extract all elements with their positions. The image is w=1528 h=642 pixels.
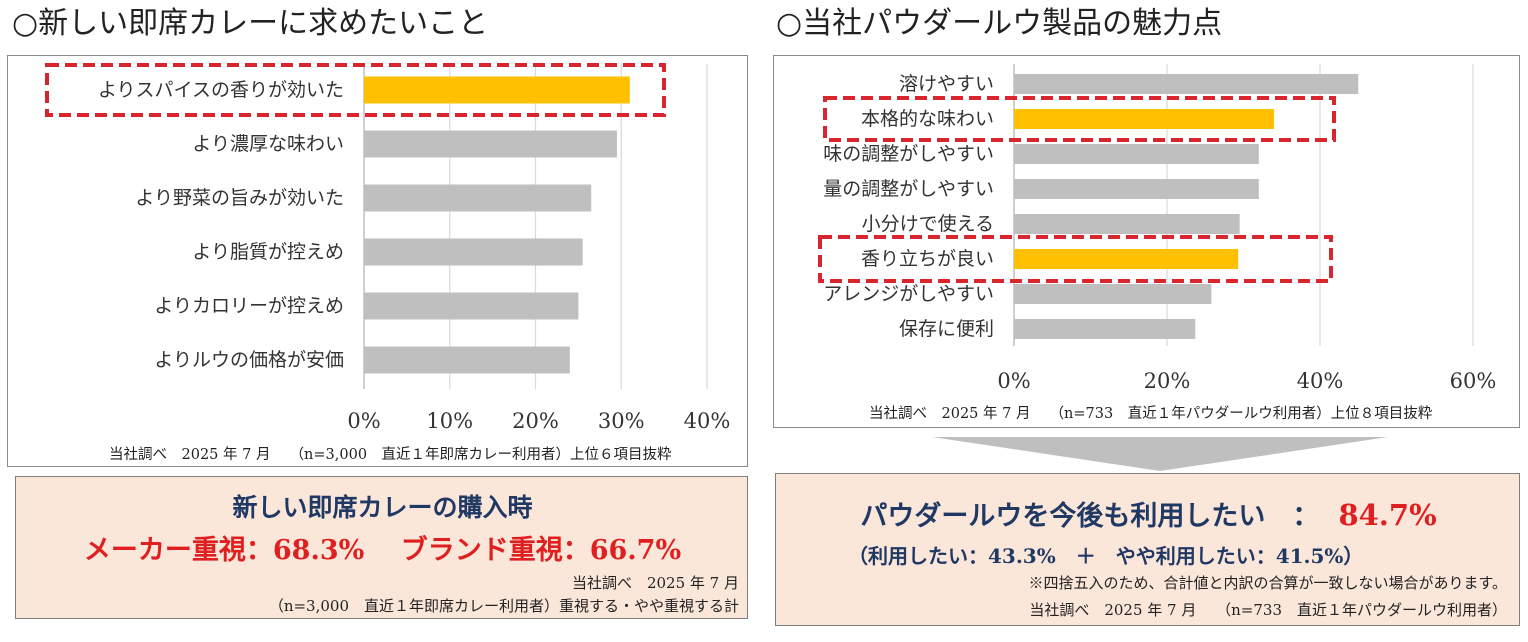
right-chart-tick-label: 60% <box>1450 369 1497 393</box>
left-chart-category-label: より脂質が控えめ <box>192 241 344 263</box>
right-chart-category-label: アレンジがしやすい <box>823 283 994 305</box>
left-chart-tick-label: 30% <box>598 409 645 433</box>
right-chart-bar <box>1014 179 1259 199</box>
right-chart-source: 当社調べ 2025 年 7 月 （n=733 直近１年パウダールウ利用者）上位８… <box>869 406 1433 422</box>
right-chart-bar <box>1014 144 1259 164</box>
right-summary-heading-row: パウダールウを今後も利用したい ： 84.7% <box>776 494 1521 533</box>
right-summary-note: ※四捨五入のため、合計値と内訳の合算が一致しない場合があります。 <box>1028 574 1507 592</box>
left-chart-category-label: よりスパイスの香りが効いた <box>98 79 344 101</box>
right-chart-panel: 溶けやすい本格的な味わい味の調整がしやすい 量の調整がしやすい小分けで使える 香り立… <box>773 55 1520 428</box>
left-chart-tick-label: 10% <box>426 409 473 433</box>
left-chart-tick-label: 40% <box>684 409 731 433</box>
left-chart-bar <box>364 130 617 158</box>
right-summary-source: 当社調べ 2025 年 7 月 （n=733 直近１年パウダールウ利用者） <box>1029 601 1507 619</box>
right-chart-tick-label: 0% <box>997 369 1030 393</box>
left-summary-heading: 新しい即席カレーの購入時 <box>232 493 533 522</box>
right-chart-category-label: 本格的な味わい <box>861 108 994 130</box>
right-chart-bar <box>1014 284 1212 304</box>
right-chart-tick-label: 40% <box>1297 369 1344 393</box>
left-chart-tick-label: 0% <box>347 409 380 433</box>
down-arrow-icon <box>932 437 1388 471</box>
right-chart-highlight-box <box>818 235 1333 283</box>
left-chart-bar <box>364 346 570 374</box>
left-chart-bar <box>364 184 592 212</box>
right-chart-category-label: 味の調整がしやすい <box>823 143 994 165</box>
right-chart-bar <box>1014 249 1239 269</box>
right-chart-bar <box>1014 214 1240 234</box>
left-summary-stats: メーカー重視：68.3% ブランド重視：66.7% <box>83 535 682 566</box>
left-chart-category-label: より濃厚な味わい <box>192 133 344 155</box>
left-chart-tick-label: 20% <box>512 409 559 433</box>
left-chart-bar <box>364 292 579 320</box>
right-bar-chart: 溶けやすい本格的な味わい味の調整がしやすい量の調整がしやすい小分けで使える香り立… <box>818 64 1497 393</box>
right-chart-category-label: 保存に便利 <box>899 318 994 340</box>
right-chart-tick-label: 20% <box>1144 369 1191 393</box>
right-chart-category-label: 香り立ちが良い <box>861 248 994 270</box>
right-summary-heading: パウダールウを今後も利用したい ： <box>860 501 1320 532</box>
right-summary-breakdown: （利用したい：43.3% ＋ やや利用したい：41.5%） <box>848 544 1364 568</box>
right-chart-bar <box>1014 74 1359 94</box>
left-chart-source: 当社調べ 2025 年 7 月 （n=3,000 直近１年即席カレー利用者）上位… <box>109 447 672 463</box>
left-chart-category-label: よりルウの価格が安価 <box>154 349 344 371</box>
left-chart-category-label: よりカロリーが控えめ <box>154 295 344 317</box>
right-chart-bar <box>1014 109 1275 129</box>
right-chart-category-label: 溶けやすい <box>899 73 994 95</box>
left-chart-bar <box>364 238 583 266</box>
left-chart-highlight-box <box>45 63 666 117</box>
right-chart-highlight-box <box>823 96 1336 142</box>
right-summary-value: 84.7% <box>1338 498 1437 532</box>
right-chart-category-label: 量の調整がしやすい <box>823 178 994 200</box>
left-chart-category-label: より野菜の旨みが効いた <box>135 187 344 209</box>
right-summary-box: パウダールウを今後も利用したい ： 84.7% （利用したい：43.3% ＋ や… <box>775 473 1520 626</box>
right-chart-category-label: 小分けで使える <box>862 213 994 235</box>
right-chart-title: ○当社パウダールウ製品の魅力点 <box>776 6 1223 41</box>
left-summary-source-sample: （n=3,000 直近１年即席カレー利用者）重視する・やや重視する計 <box>268 597 739 615</box>
left-bar-chart: よりスパイスの香りが効いたより濃厚な味わいより野菜の旨みが効いたより脂質が控えめ… <box>45 63 731 433</box>
left-chart-title: ○新しい即席カレーに求めたいこと <box>12 6 489 41</box>
right-chart-bar <box>1014 319 1196 339</box>
left-summary-box: 新しい即席カレーの購入時 メーカー重視：68.3% ブランド重視：66.7% 当… <box>15 476 748 619</box>
left-chart-panel: よりスパイスの香りが効いたより濃厚な味わいより野菜の旨みが効いたより脂質が控えめ… <box>7 55 748 467</box>
left-summary-source-date: 当社調べ 2025 年 7 月 <box>571 574 739 592</box>
left-chart-bar <box>364 76 630 104</box>
